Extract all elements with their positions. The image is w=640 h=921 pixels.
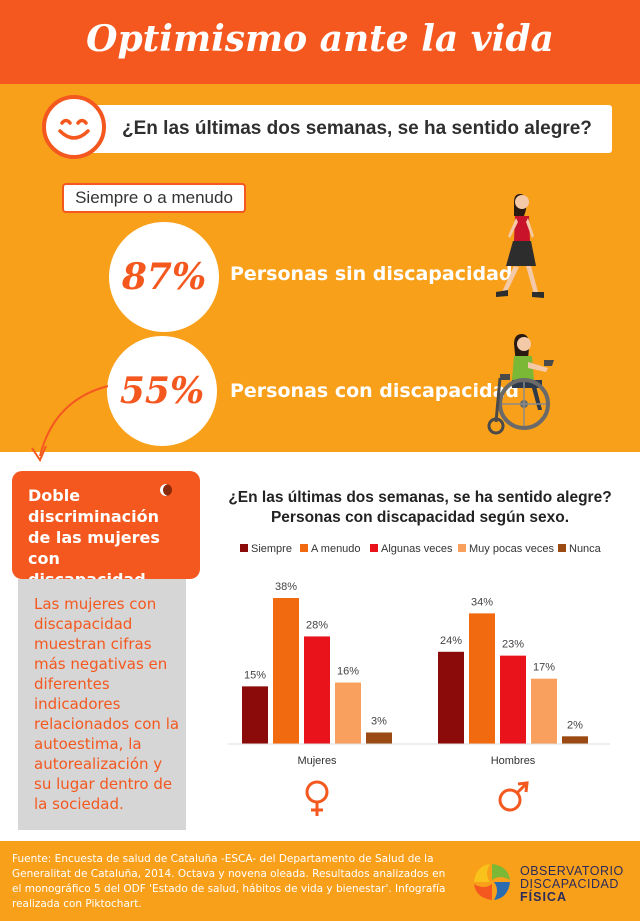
wheelchair-user-icon bbox=[487, 334, 554, 435]
legend-swatch-0 bbox=[240, 544, 248, 552]
female-symbol-icon bbox=[305, 780, 329, 816]
value-label-hombres-0: 24% bbox=[440, 635, 462, 647]
bar-hombres-3 bbox=[531, 678, 557, 744]
percent-with-disability: 55% bbox=[107, 336, 217, 446]
value-label-mujeres-0: 15% bbox=[244, 669, 266, 681]
bar-hombres-0 bbox=[438, 651, 464, 744]
value-label-mujeres-4: 3% bbox=[371, 715, 387, 727]
question-bar bbox=[56, 105, 612, 153]
legend-label-2: Algunas veces bbox=[381, 543, 453, 555]
chart-bars bbox=[242, 598, 588, 744]
legend-swatch-2 bbox=[370, 544, 378, 552]
footer-band bbox=[0, 841, 640, 921]
discrimination-text: Las mujeres con discapacidad muestran ci… bbox=[34, 595, 180, 813]
discrimination-panel bbox=[18, 579, 186, 830]
legend-label-3: Muy pocas veces bbox=[469, 543, 554, 555]
value-label-hombres-3: 17% bbox=[533, 662, 555, 674]
value-label-mujeres-3: 16% bbox=[337, 666, 359, 678]
chart-category-labels: Mujeres Hombres bbox=[297, 755, 535, 767]
logo-line-3: FÍSICA bbox=[520, 890, 567, 904]
logo-line-2: DISCAPACIDAD bbox=[520, 877, 619, 891]
bar-mujeres-2 bbox=[304, 636, 330, 744]
legend-label-4: Nunca bbox=[569, 543, 602, 555]
observatorio-logo-icon bbox=[474, 864, 510, 900]
bar-mujeres-0 bbox=[242, 686, 268, 744]
chart-title: ¿En las últimas dos semanas, se ha senti… bbox=[218, 488, 622, 528]
bar-mujeres-4 bbox=[366, 732, 392, 744]
bar-mujeres-3 bbox=[335, 682, 361, 744]
label-with-disability: Personas con discapacidad bbox=[230, 380, 519, 402]
bar-chart: Siempre A menudo Algunas veces Muy pocas ve… bbox=[228, 543, 610, 816]
legend-label-1: A menudo bbox=[311, 543, 361, 555]
page-title: Optimismo ante la vida bbox=[86, 18, 554, 60]
value-label-mujeres-2: 28% bbox=[306, 619, 328, 631]
chart-category-icons bbox=[305, 780, 529, 816]
chart-title-line-2: Personas con discapacidad según sexo. bbox=[270, 509, 570, 526]
value-label-hombres-2: 23% bbox=[502, 639, 524, 651]
walking-woman-icon bbox=[496, 194, 544, 298]
question-text: ¿En las últimas dos semanas, se ha senti… bbox=[122, 118, 592, 139]
discrimination-title: Doble discriminación de las mujeres con … bbox=[28, 486, 160, 589]
category-label-0: Mujeres bbox=[297, 755, 337, 767]
smiley-icon bbox=[42, 95, 106, 159]
bar-hombres-4 bbox=[562, 736, 588, 744]
bar-hombres-1 bbox=[469, 613, 495, 744]
legend-swatch-3 bbox=[458, 544, 466, 552]
bar-mujeres-1 bbox=[273, 598, 299, 744]
header-band bbox=[0, 0, 640, 84]
arrow-icon bbox=[31, 385, 109, 463]
value-label-hombres-4: 2% bbox=[567, 719, 583, 731]
toggle-dot-icon bbox=[160, 484, 172, 496]
chart-value-labels: 15% 38% 28% 16% 3% 24% 34% 23% 17% 2% bbox=[244, 581, 583, 731]
value-label-hombres-1: 34% bbox=[471, 596, 493, 608]
male-symbol-icon bbox=[498, 781, 529, 812]
chart-legend: Siempre A menudo Algunas veces Muy pocas ve… bbox=[240, 543, 602, 555]
category-label-1: Hombres bbox=[491, 755, 536, 767]
percent-without-disability: 87% bbox=[109, 222, 219, 332]
legend-swatch-4 bbox=[558, 544, 566, 552]
value-label-mujeres-1: 38% bbox=[275, 581, 297, 593]
legend-label-0: Siempre bbox=[251, 543, 292, 555]
chart-title-line-1: ¿En las últimas dos semanas, se ha senti… bbox=[228, 489, 612, 506]
source-note: Fuente: Encuesta de salud de Cataluña -E… bbox=[12, 853, 446, 910]
frequency-tag: Siempre o a menudo bbox=[62, 183, 246, 213]
logo-line-1: OBSERVATORIO bbox=[520, 864, 624, 878]
label-without-disability: Personas sin discapacidad bbox=[230, 263, 513, 285]
legend-swatch-1 bbox=[300, 544, 308, 552]
bar-hombres-2 bbox=[500, 655, 526, 744]
